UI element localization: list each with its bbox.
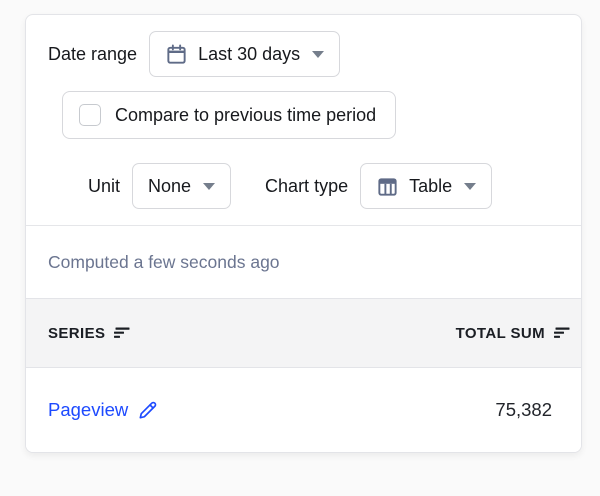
compare-toggle-button[interactable]: Compare to previous time period xyxy=(62,91,397,139)
pencil-icon[interactable] xyxy=(138,400,158,420)
total-sum-column-label: TOTAL SUM xyxy=(455,324,545,342)
series-column-label: SERIES xyxy=(48,324,106,342)
caret-down-icon xyxy=(464,182,477,190)
unit-select[interactable]: None xyxy=(132,163,232,209)
date-range-button[interactable]: Last 30 days xyxy=(149,31,341,77)
table-row: Pageview 75,382 xyxy=(26,368,581,452)
compare-checkbox[interactable] xyxy=(79,104,101,126)
sort-lines-icon[interactable] xyxy=(554,327,570,339)
series-cell: Pageview xyxy=(26,399,495,421)
insight-config-card: Date range Last 30 days Compare to previ… xyxy=(25,14,582,453)
table-icon xyxy=(376,175,399,198)
series-link-pageview[interactable]: Pageview xyxy=(48,399,129,420)
unit-value: None xyxy=(148,175,192,196)
column-header-total-sum[interactable]: TOTAL SUM xyxy=(456,325,581,342)
computed-status-text: Computed a few seconds ago xyxy=(48,251,280,272)
sort-lines-icon[interactable] xyxy=(114,327,130,339)
section-divider xyxy=(26,225,581,226)
total-sum-value: 75,382 xyxy=(495,399,552,420)
date-range-label: Date range xyxy=(48,43,138,64)
caret-down-icon xyxy=(203,182,216,190)
chart-type-value: Table xyxy=(409,175,453,196)
date-range-row: Date range Last 30 days xyxy=(48,31,581,77)
chart-type-select[interactable]: Table xyxy=(360,163,493,209)
date-range-value: Last 30 days xyxy=(198,43,301,64)
table-header-row: SERIES TOTAL SUM xyxy=(26,298,581,368)
calendar-icon xyxy=(165,43,188,66)
unit-label: Unit xyxy=(88,175,121,196)
compare-label: Compare to previous time period xyxy=(115,104,377,125)
controls-section: Date range Last 30 days Compare to previ… xyxy=(26,15,581,226)
caret-down-icon xyxy=(312,50,325,58)
column-header-series[interactable]: SERIES xyxy=(26,325,456,342)
chart-type-label: Chart type xyxy=(265,175,349,196)
unit-charttype-row: Unit None Chart type Table xyxy=(88,163,581,209)
compare-row: Compare to previous time period xyxy=(62,91,581,139)
